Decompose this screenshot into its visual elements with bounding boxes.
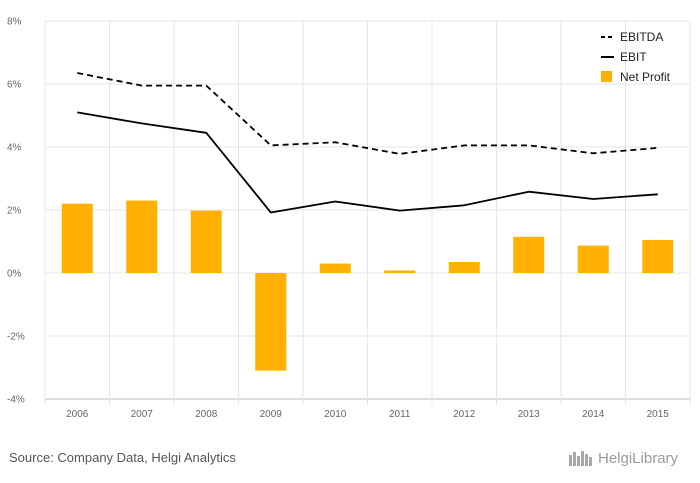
legend-label-ebit: EBIT <box>620 50 647 64</box>
y-tick-label: 0% <box>7 269 22 280</box>
x-tick-label: 2014 <box>582 409 605 420</box>
legend: EBITDA EBIT Net Profit <box>601 30 671 84</box>
bar-net-profit <box>577 245 609 273</box>
y-tick-label: 8% <box>7 17 22 28</box>
y-tick-label: 2% <box>7 206 22 217</box>
legend-swatch-net-profit <box>601 71 612 82</box>
bar-net-profit <box>513 236 545 273</box>
y-tick-label: -4% <box>7 395 25 406</box>
library-icon <box>569 451 592 466</box>
bar-net-profit <box>448 261 480 273</box>
bar-net-profit <box>126 200 158 273</box>
legend-label-ebitda: EBITDA <box>620 30 663 44</box>
x-tick-label: 2013 <box>518 409 541 420</box>
helgi-library-logo: HelgiLibrary <box>568 449 678 467</box>
line-ebitda <box>77 72 658 155</box>
legend-label-net-profit: Net Profit <box>620 70 671 84</box>
x-tick-label: 2008 <box>195 409 218 420</box>
x-tick-label: 2012 <box>453 409 476 420</box>
chart: 8% 6% 4% 2% 0% -2% -4% 2006 2007 2008 2009 2010 201… <box>7 17 691 420</box>
logo-text: HelgiLibrary <box>598 449 679 467</box>
bar-net-profit <box>642 239 674 273</box>
bar-net-profit <box>190 210 222 273</box>
y-tick-label: 4% <box>7 143 22 154</box>
y-tick-label: 6% <box>7 80 22 91</box>
gridlines <box>44 20 691 405</box>
y-axis: 8% 6% 4% 2% 0% -2% -4% <box>7 17 25 406</box>
bar-net-profit <box>61 203 93 273</box>
bars-net-profit <box>61 200 674 371</box>
x-tick-label: 2006 <box>66 409 89 420</box>
x-tick-label: 2009 <box>260 409 283 420</box>
x-tick-label: 2007 <box>131 409 154 420</box>
line-ebit <box>77 111 658 214</box>
x-axis: 2006 2007 2008 2009 2010 2011 2012 2013 2014 2015 <box>66 409 669 420</box>
source-note: Source: Company Data, Helgi Analytics <box>9 450 236 465</box>
x-tick-label: 2015 <box>647 409 670 420</box>
bar-net-profit <box>255 273 287 371</box>
y-tick-label: -2% <box>7 332 25 343</box>
x-tick-label: 2010 <box>324 409 347 420</box>
bar-net-profit <box>319 263 351 273</box>
x-tick-label: 2011 <box>389 409 411 420</box>
bar-net-profit <box>384 270 416 273</box>
lines <box>77 72 658 214</box>
